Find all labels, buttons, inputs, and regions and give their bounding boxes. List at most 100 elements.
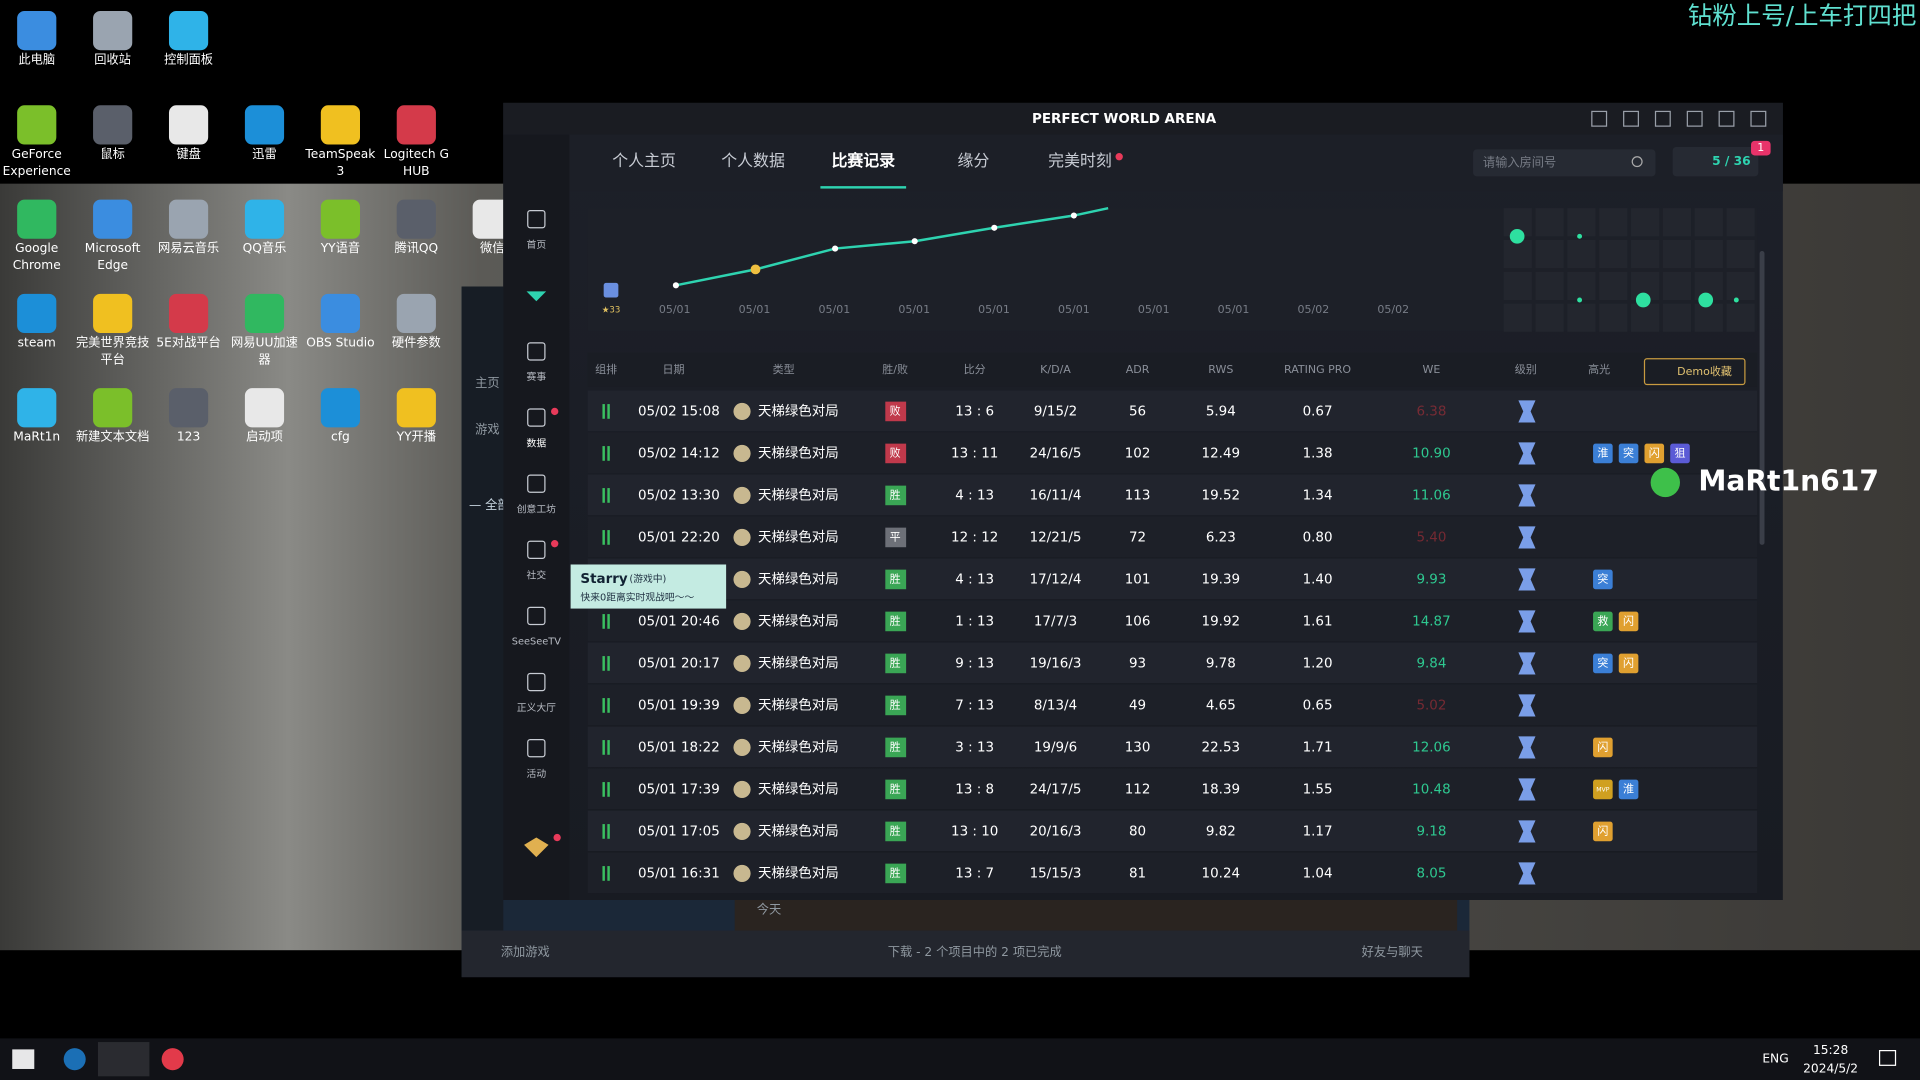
sidebar-icon[interactable]	[527, 408, 546, 427]
match-rws: 5.94	[1206, 404, 1236, 419]
match-row[interactable]	[587, 390, 1758, 432]
window-control[interactable]	[1654, 110, 1671, 127]
sidebar-icon[interactable]	[527, 474, 546, 493]
start-button[interactable]	[12, 1049, 35, 1069]
sidebar-label[interactable]: 正义大厅	[517, 701, 556, 714]
sidebar-label[interactable]: SeeSeeTV	[512, 637, 561, 648]
desktop-icon[interactable]	[93, 199, 133, 239]
taskbar-steam[interactable]	[63, 1048, 86, 1071]
match-row[interactable]	[587, 516, 1758, 558]
window-control[interactable]	[1591, 110, 1608, 127]
friend-tooltip[interactable]	[570, 564, 727, 609]
shop-icon[interactable]	[524, 837, 549, 858]
match-row[interactable]	[587, 474, 1758, 516]
nav-tab[interactable]: 个人数据	[721, 151, 785, 170]
desktop-icon[interactable]	[320, 388, 360, 428]
desktop-icon[interactable]	[320, 293, 360, 334]
desktop-icon[interactable]	[168, 199, 209, 239]
search-icon[interactable]	[1631, 156, 1643, 168]
desktop-icon[interactable]	[17, 293, 57, 334]
desktop-icon[interactable]	[472, 199, 512, 239]
sidebar-icon[interactable]	[527, 210, 546, 229]
desktop-icon[interactable]	[244, 293, 285, 334]
demo-button[interactable]	[1643, 358, 1746, 386]
desktop-icon[interactable]	[93, 105, 133, 145]
nav-tab[interactable]: 个人主页	[612, 151, 676, 170]
window-control[interactable]	[1623, 110, 1639, 127]
desktop-icon[interactable]	[168, 388, 209, 428]
desktop-icon[interactable]	[396, 388, 436, 428]
desktop-icon[interactable]	[168, 105, 209, 145]
match-rating: 1.34	[1303, 488, 1333, 503]
steam-download[interactable]: 下载 - 2 个项目中的 2 项已完成	[888, 944, 1062, 959]
notifications[interactable]	[1878, 1050, 1897, 1066]
table-header-cell[interactable]: 类型	[773, 362, 795, 376]
desktop-icon[interactable]	[93, 11, 133, 51]
desktop-icon[interactable]	[320, 105, 360, 145]
sidebar-icon[interactable]	[527, 738, 546, 758]
tray-time[interactable]: 15:28	[1813, 1043, 1848, 1057]
match-adr: 80	[1129, 824, 1146, 839]
match-row[interactable]	[587, 432, 1758, 474]
desktop-icon[interactable]	[396, 199, 436, 239]
taskbar-app[interactable]	[97, 1042, 150, 1077]
steam-today-bar	[734, 900, 1458, 931]
desktop-icon[interactable]	[244, 105, 285, 145]
window-control[interactable]	[1750, 110, 1767, 127]
match-row[interactable]	[587, 768, 1758, 810]
team-indicator	[602, 740, 605, 755]
desktop-icon[interactable]	[17, 105, 57, 145]
desktop-icon[interactable]	[320, 199, 360, 239]
sidebar-label[interactable]: 赛事	[527, 370, 547, 383]
nav-tab[interactable]: 完美时刻	[1048, 151, 1112, 170]
desktop-icon[interactable]	[93, 293, 133, 334]
tray-lang[interactable]: ENG	[1762, 1052, 1788, 1066]
match-row[interactable]	[587, 600, 1758, 642]
desktop-icon[interactable]	[17, 199, 57, 239]
match-row[interactable]	[587, 726, 1758, 768]
sidebar-icon[interactable]	[527, 606, 546, 626]
search-box[interactable]	[1473, 149, 1656, 177]
sidebar-label[interactable]: 社交	[527, 569, 547, 582]
match-row[interactable]	[587, 558, 1758, 600]
desktop-icon[interactable]	[396, 293, 436, 334]
demo-button-label[interactable]: Demo收藏	[1677, 364, 1732, 378]
steam-add-game[interactable]: 添加游戏	[501, 945, 550, 959]
nav-tab[interactable]: 比赛记录	[831, 151, 895, 170]
match-date: 05/01 19:39	[638, 698, 720, 713]
desktop-icon-label: 完美世界竞技	[76, 334, 149, 349]
match-row[interactable]	[587, 642, 1758, 684]
table-header-cell: RWS	[1208, 363, 1233, 376]
match-row[interactable]	[587, 810, 1758, 852]
desktop-icon[interactable]	[396, 105, 436, 145]
team-indicator	[602, 446, 605, 461]
sidebar-icon[interactable]	[527, 540, 546, 559]
window-control[interactable]	[1686, 110, 1703, 127]
desktop-icon[interactable]	[244, 199, 285, 239]
counter-box[interactable]	[1672, 146, 1759, 177]
desktop-icon[interactable]	[93, 388, 133, 428]
sidebar-label[interactable]: 数据	[527, 436, 547, 449]
desktop-icon[interactable]	[168, 293, 209, 334]
match-row[interactable]	[587, 852, 1758, 894]
sidebar-label[interactable]: 创意工坊	[517, 502, 556, 515]
desktop-icon[interactable]	[17, 11, 57, 51]
nav-tab[interactable]: 缘分	[958, 151, 990, 170]
sidebar-icon[interactable]	[527, 672, 546, 692]
match-row[interactable]	[587, 684, 1758, 726]
desktop-icon[interactable]	[17, 388, 57, 428]
sidebar-label[interactable]: 首页	[527, 238, 547, 251]
match-kda: 19/9/6	[1034, 740, 1077, 755]
sidebar-label[interactable]: 活动	[527, 768, 547, 780]
taskbar-music[interactable]	[161, 1048, 184, 1071]
desktop-icon-label: Logitech G	[384, 147, 449, 161]
desktop-icon[interactable]	[244, 388, 285, 428]
window-control[interactable]	[1718, 110, 1735, 127]
match-result: 胜	[890, 613, 901, 627]
result-badge	[885, 569, 907, 590]
steam-friends[interactable]: 好友与聊天	[1362, 945, 1423, 959]
desktop-icon[interactable]	[168, 11, 209, 51]
sidebar-icon[interactable]	[527, 342, 546, 361]
heat-dot	[1577, 233, 1583, 239]
tray-date[interactable]: 2024/5/2	[1803, 1061, 1858, 1075]
